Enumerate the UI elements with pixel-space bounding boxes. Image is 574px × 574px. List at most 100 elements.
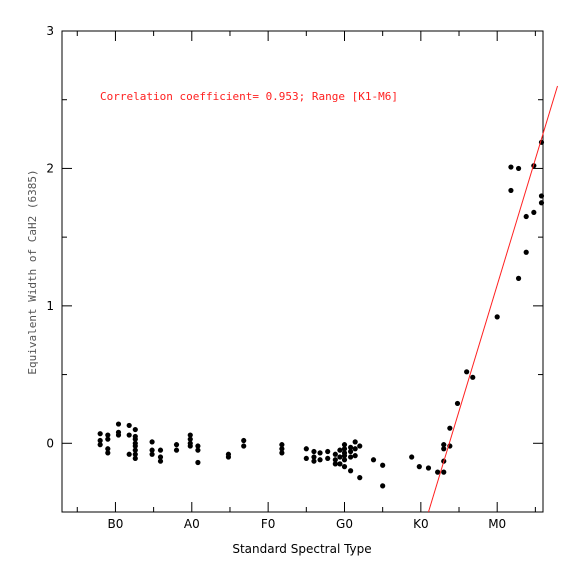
data-point [380,483,386,489]
data-point [357,475,363,481]
x-tick-label: B0 [108,517,124,531]
data-point [132,451,138,457]
data-point [348,468,354,474]
data-point [97,442,103,448]
data-point [341,464,348,470]
data-point [241,437,247,444]
data-point [303,446,309,452]
data-point [311,458,317,464]
data-point [157,458,164,464]
data-point [149,451,155,457]
data-point [441,446,447,452]
x-tick-label: A0 [184,517,200,531]
data-point [348,454,354,460]
axis-ticks [62,30,543,513]
data-point [132,447,138,453]
data-point [508,187,514,194]
data-point [303,455,309,462]
data-point [311,448,317,455]
data-point [105,446,111,452]
data-point [470,374,476,380]
data-point [441,469,447,475]
data-point [332,451,338,457]
data-point [441,442,447,448]
data-point [380,462,386,468]
data-point [435,469,441,475]
data-point [332,461,338,467]
data-point [126,422,132,429]
data-point [538,193,545,199]
data-point [515,275,522,281]
data-point [187,443,193,449]
data-point [352,446,358,452]
data-point [126,432,132,438]
data-point [115,432,122,438]
data-point [341,446,348,452]
data-point [132,443,138,449]
data-point [341,442,348,448]
data-point [515,165,522,172]
data-point [352,439,358,445]
data-point [425,465,432,471]
data-point [279,450,285,456]
data-point [173,442,180,448]
data-point [348,444,354,451]
fit-line [427,85,558,513]
data-point [173,447,180,453]
data-point [447,425,453,431]
data-point [341,453,348,459]
y-tick-label: 2 [46,161,54,175]
data-point [149,439,155,445]
data-point [97,431,103,437]
y-tick-label: 0 [46,436,54,450]
data-point [195,447,201,453]
data-point [149,447,155,453]
x-tick-label: F0 [261,517,276,531]
x-axis-label: Standard Spectral Type [232,542,371,556]
data-point [132,455,138,462]
data-point [195,459,201,466]
x-tick-label: K0 [413,517,429,531]
data-point [352,453,358,459]
data-point [332,457,338,463]
data-point [105,436,111,442]
data-point [494,314,500,320]
data-point [357,443,363,449]
data-point [523,213,529,220]
data-point [348,448,354,455]
data-point [416,464,422,470]
data-point [187,436,193,442]
data-point [115,421,122,427]
data-point [187,432,193,438]
data-point [225,454,232,460]
data-point [508,164,514,170]
data-point [279,446,285,452]
data-point [311,454,317,460]
data-point [341,457,348,463]
data-point [538,200,545,206]
data-point [337,454,343,460]
data-point [325,455,331,462]
data-point [531,209,537,216]
data-point [523,249,529,255]
data-point [97,437,103,444]
data-point [157,447,164,453]
data-point [195,443,201,449]
data-point [454,400,461,407]
x-tick-labels: B0 A0 F0 G0 K0 M0 [108,517,507,531]
data-point [370,457,377,463]
data-point [337,447,343,453]
y-tick-labels: 0 1 2 3 [46,24,54,450]
y-axis-label: Equivalent Width of CaH2 (6385) [26,169,39,374]
y-tick-label: 3 [46,24,54,38]
data-points [97,139,545,489]
data-point [317,457,323,463]
data-point [409,454,415,460]
correlation-annotation: Correlation coefficient= 0.953; Range [K… [100,90,398,103]
data-point [157,454,164,460]
data-point [132,436,138,442]
data-point [464,369,470,375]
x-tick-label: G0 [336,517,353,531]
y-tick-label: 1 [46,299,54,313]
